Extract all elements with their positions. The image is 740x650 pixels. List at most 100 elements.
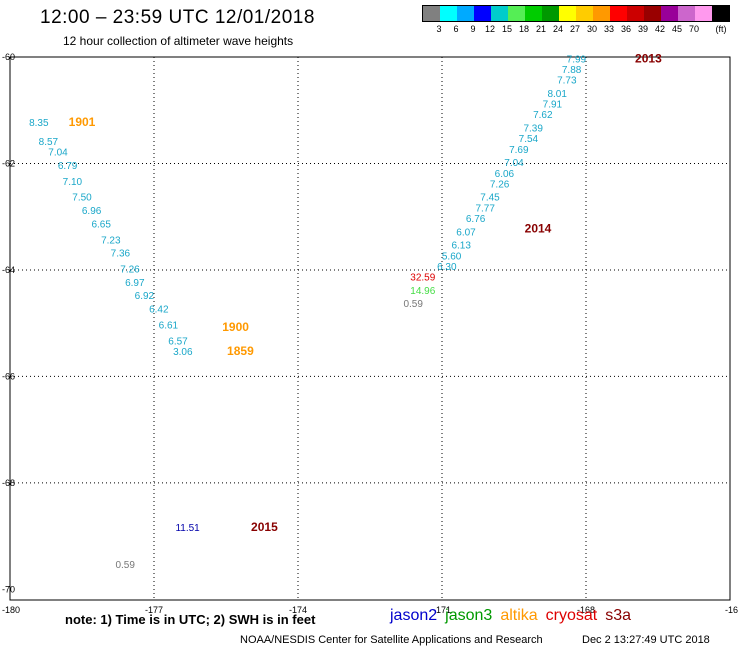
latitude-tick-label: -64 xyxy=(2,265,15,275)
legend-swatch xyxy=(593,6,610,21)
legend-label: 70 xyxy=(688,24,700,34)
wave-height-value: 6.97 xyxy=(125,278,145,289)
legend-label: 6 xyxy=(453,24,459,34)
wave-height-value: 6.13 xyxy=(451,241,471,252)
wave-height-value: 6.96 xyxy=(82,206,102,217)
wave-height-value: 6.92 xyxy=(135,291,155,302)
wave-height-points: 8.35 8.57 7.04 6.79 7.10 7.50 6.96 6.65 7.23 7.36… xyxy=(29,54,587,571)
legend-unit: (ft) xyxy=(715,24,727,34)
wave-height-value: 6.57 xyxy=(168,336,188,347)
wave-height-value: 5.60 xyxy=(442,251,462,262)
legend-swatch xyxy=(576,6,593,21)
pass-time-label: 2013 xyxy=(635,51,662,65)
longitude-tick-label: -177 xyxy=(145,605,163,615)
wave-height-value: 6.42 xyxy=(149,305,169,316)
latitude-tick-label: -66 xyxy=(2,371,15,381)
wave-height-value: 7.69 xyxy=(509,145,529,156)
legend-swatch xyxy=(457,6,474,21)
legend-swatch xyxy=(542,6,559,21)
wave-height-value: 6.06 xyxy=(495,169,515,180)
legend-labels: 3 6 9 12 15 18 21 24 27 30 33 36 39 42 45 70 (ft) xyxy=(422,22,730,34)
longitude-tick-label: -16 xyxy=(725,605,738,615)
legend-label: 33 xyxy=(603,24,615,34)
wave-height-value: 7.26 xyxy=(490,179,510,190)
pass-time-label: 2014 xyxy=(525,222,552,236)
legend-swatch xyxy=(423,6,440,21)
legend-label: 30 xyxy=(586,24,598,34)
wave-height-value: 6.79 xyxy=(58,161,78,172)
legend-swatches xyxy=(422,5,730,22)
wave-height-value: 14.96 xyxy=(410,286,435,297)
pass-time-labels: 1901 1900 1859 2013 2014 2015 xyxy=(69,51,662,533)
legend-label: 21 xyxy=(535,24,547,34)
wave-height-value: 11.51 xyxy=(175,523,200,534)
plot-frame xyxy=(9,56,731,601)
wave-height-value: 8.57 xyxy=(39,137,59,148)
latitude-tick-label: -68 xyxy=(2,478,15,488)
wave-height-value: 7.45 xyxy=(480,193,500,204)
wave-height-value: 7.50 xyxy=(72,193,92,204)
longitude-tick-label: -171 xyxy=(433,605,451,615)
longitude-tick-label: -180 xyxy=(2,605,20,615)
wave-height-value: 6.07 xyxy=(456,227,476,238)
credit-text: NOAA/NESDIS Center for Satellite Applica… xyxy=(240,634,543,646)
wave-height-value: 0.59 xyxy=(403,299,423,310)
page-subtitle: 12 hour collection of altimeter wave hei… xyxy=(63,34,294,48)
legend-label: 39 xyxy=(637,24,649,34)
legend-swatch xyxy=(627,6,644,21)
wave-height-value: 6.61 xyxy=(159,321,179,332)
legend-swatch xyxy=(661,6,678,21)
latitude-tick-label: -60 xyxy=(2,52,15,62)
wave-height-value: 7.91 xyxy=(543,100,563,111)
wave-height-value: 0.59 xyxy=(115,560,135,571)
satellite-label: jason2 xyxy=(390,607,438,624)
satellite-legend: jason2 jason3 altika cryosat s3a xyxy=(390,607,639,625)
legend-label: 9 xyxy=(470,24,476,34)
timestamp: Dec 2 13:27:49 UTC 2018 xyxy=(582,634,710,646)
wave-height-value: 7.77 xyxy=(475,203,495,214)
wave-height-value: 7.36 xyxy=(111,249,131,260)
legend-swatch xyxy=(644,6,661,21)
color-legend: 3 6 9 12 15 18 21 24 27 30 33 36 39 42 45 70 (ft) xyxy=(422,5,730,34)
satellite-label: cryosat xyxy=(545,607,598,624)
wave-height-value: 7.23 xyxy=(101,235,121,246)
satellite-label: s3a xyxy=(605,607,632,624)
wave-height-value: 7.99 xyxy=(567,54,587,65)
legend-label: 3 xyxy=(436,24,442,34)
wave-height-value: 6.65 xyxy=(91,219,111,230)
legend-swatch xyxy=(491,6,508,21)
wave-height-value: 8.35 xyxy=(29,118,49,129)
legend-label: 12 xyxy=(484,24,496,34)
wave-height-value: 3.06 xyxy=(173,347,193,358)
legend-label: 18 xyxy=(518,24,530,34)
legend-swatch xyxy=(712,6,729,21)
pass-time-label: 1859 xyxy=(227,344,254,358)
legend-label: 36 xyxy=(620,24,632,34)
legend-label: 15 xyxy=(501,24,513,34)
legend-swatch xyxy=(474,6,491,21)
axis-labels: -180 -177 -174 -171 -168 -16 -60 -62 -64 -66 -68 -7… xyxy=(2,52,738,615)
satellite-label: altika xyxy=(500,607,538,624)
wave-height-value: 7.04 xyxy=(504,158,524,169)
pass-time-label: 1900 xyxy=(222,320,249,334)
legend-swatch xyxy=(559,6,576,21)
latitude-tick-label: -70 xyxy=(2,584,15,594)
legend-swatch xyxy=(610,6,627,21)
gridlines xyxy=(10,57,730,600)
legend-swatch xyxy=(508,6,525,21)
legend-label: 45 xyxy=(671,24,683,34)
wave-height-value: 7.54 xyxy=(519,134,539,145)
longitude-tick-label: -174 xyxy=(289,605,307,615)
wave-height-value: 7.10 xyxy=(63,177,83,188)
legend-label: 42 xyxy=(654,24,666,34)
legend-label: 27 xyxy=(569,24,581,34)
wave-height-value: 6.76 xyxy=(466,214,486,225)
page-title: 12:00 – 23:59 UTC 12/01/2018 xyxy=(40,7,315,28)
wave-height-value: 7.26 xyxy=(120,265,140,276)
latitude-tick-label: -62 xyxy=(2,158,15,168)
wave-height-value: 7.62 xyxy=(533,110,553,121)
satellite-label: jason3 xyxy=(445,607,493,624)
pass-time-label: 2015 xyxy=(251,520,278,534)
legend-swatch xyxy=(440,6,457,21)
